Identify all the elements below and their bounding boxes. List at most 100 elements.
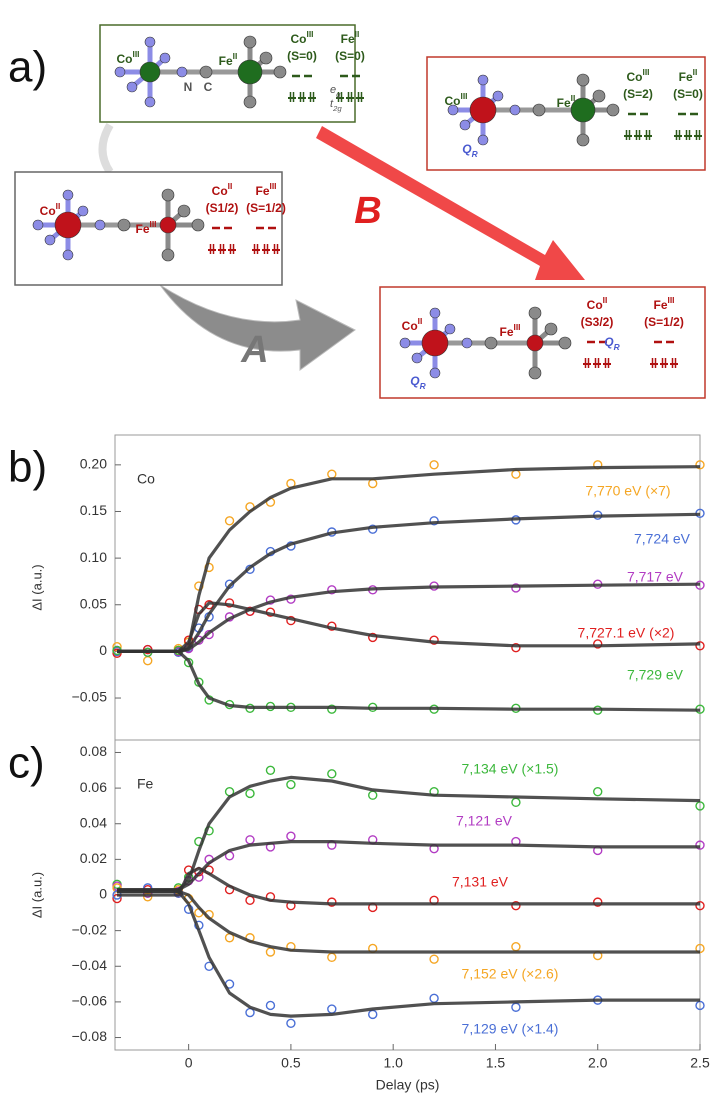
atom bbox=[199, 65, 213, 79]
arrow-label: B bbox=[354, 190, 381, 232]
atom bbox=[492, 90, 504, 102]
chart-label: Fe bbox=[137, 776, 154, 792]
atom bbox=[592, 89, 606, 103]
x-tick-label: 0.5 bbox=[281, 1055, 301, 1071]
atom bbox=[444, 323, 456, 335]
spin-state: (S=0) bbox=[673, 87, 703, 101]
spin-state: (S=1/2) bbox=[644, 315, 684, 329]
data-point bbox=[245, 835, 255, 845]
series-label: 7,131 eV bbox=[452, 874, 509, 890]
series-label: 7,121 eV bbox=[456, 813, 513, 829]
y-tick-label: 0 bbox=[99, 886, 107, 902]
orbital-label-part: 2g bbox=[332, 104, 342, 113]
data-point bbox=[511, 941, 521, 952]
data-point bbox=[695, 641, 705, 651]
data-point bbox=[511, 797, 521, 808]
fit-line bbox=[117, 866, 700, 906]
atom bbox=[54, 211, 82, 239]
mode-label-part: Q bbox=[410, 374, 420, 388]
x-tick-label: 0 bbox=[185, 1055, 193, 1071]
data-point bbox=[429, 516, 439, 526]
bridge-label: N bbox=[184, 80, 193, 94]
atom-label-part: III bbox=[461, 91, 468, 101]
chart-label: Co bbox=[137, 471, 155, 487]
orbital-label-part: t bbox=[330, 98, 334, 110]
y-tick-label: 0.06 bbox=[80, 779, 107, 795]
atom-label: CoII bbox=[40, 201, 61, 218]
data-point bbox=[143, 656, 153, 666]
fit-line bbox=[117, 889, 700, 954]
y-tick-label: −0.04 bbox=[72, 957, 108, 973]
atom bbox=[191, 218, 205, 232]
y-tick-label: 0.10 bbox=[80, 549, 107, 565]
atom-label-part: Fe bbox=[136, 222, 150, 236]
arrow-label: A bbox=[240, 329, 268, 371]
mode-label: QR bbox=[604, 335, 619, 352]
series-label: 7,729 eV bbox=[627, 667, 684, 683]
atom bbox=[77, 205, 89, 217]
spin-metal-part: II bbox=[603, 295, 608, 305]
x-tick-label: 1.0 bbox=[383, 1055, 403, 1071]
spin-metal-part: III bbox=[643, 67, 650, 77]
mode-label: QR bbox=[410, 374, 425, 391]
atom bbox=[461, 337, 473, 349]
atom bbox=[459, 119, 471, 131]
atom-label: CoII bbox=[402, 316, 423, 333]
data-point bbox=[511, 1002, 521, 1012]
spin-metal-part: III bbox=[307, 29, 314, 39]
atom bbox=[606, 103, 620, 117]
atom bbox=[447, 104, 459, 116]
data-point bbox=[511, 900, 521, 911]
x-tick-label: 2.0 bbox=[588, 1055, 608, 1071]
orbital-label: eg bbox=[330, 84, 341, 99]
orbital-label: t2g bbox=[330, 98, 342, 113]
data-point bbox=[286, 1018, 296, 1028]
series-label: 7,129 eV (×1.4) bbox=[462, 1021, 559, 1037]
atom-label-part: II bbox=[418, 316, 423, 326]
x-tick-label: 2.5 bbox=[690, 1055, 710, 1071]
arrow-shape bbox=[159, 284, 356, 371]
atom bbox=[161, 188, 175, 202]
atom bbox=[570, 97, 596, 123]
atom-label: FeIII bbox=[500, 322, 521, 339]
atom bbox=[421, 329, 449, 357]
atom bbox=[469, 96, 497, 124]
data-point bbox=[265, 947, 276, 957]
data-point bbox=[327, 469, 337, 479]
atom-label-part: III bbox=[133, 49, 140, 59]
spin-metal: CoIII bbox=[627, 67, 650, 84]
atom bbox=[159, 216, 177, 234]
y-tick-label: 0.05 bbox=[80, 595, 107, 611]
atom-label-part: Co bbox=[117, 52, 133, 66]
data-point bbox=[429, 993, 439, 1004]
atom bbox=[62, 189, 74, 201]
atom bbox=[528, 366, 542, 380]
spin-state: (S=0) bbox=[287, 49, 317, 63]
spin-metal-part: III bbox=[270, 181, 277, 191]
data-point bbox=[327, 1004, 337, 1014]
orbital-label-part: e bbox=[330, 84, 336, 96]
atom-label-part: Fe bbox=[219, 54, 233, 68]
spin-metal-part: Co bbox=[291, 32, 307, 46]
atom bbox=[144, 96, 156, 108]
atom-label-part: II bbox=[233, 51, 238, 61]
spin-state: (S=1/2) bbox=[246, 201, 286, 215]
data-point bbox=[511, 642, 521, 653]
atom bbox=[273, 65, 287, 79]
atom bbox=[526, 334, 544, 352]
atom-label: FeIII bbox=[136, 219, 157, 236]
y-tick-label: 0.08 bbox=[80, 743, 107, 759]
y-tick-label: 0.15 bbox=[80, 502, 107, 518]
y-axis-label: ΔI (a.u.) bbox=[29, 564, 44, 610]
data-point bbox=[245, 788, 255, 799]
atom-label-part: Fe bbox=[557, 96, 571, 110]
atom bbox=[126, 81, 138, 93]
data-point bbox=[327, 952, 337, 963]
series-label: 7,724 eV bbox=[634, 531, 691, 547]
panel-label: b) bbox=[8, 443, 47, 492]
fit-line bbox=[117, 889, 700, 1018]
data-point bbox=[224, 516, 235, 526]
bg-curve bbox=[98, 122, 114, 175]
spin-state: (S1/2) bbox=[206, 201, 239, 215]
